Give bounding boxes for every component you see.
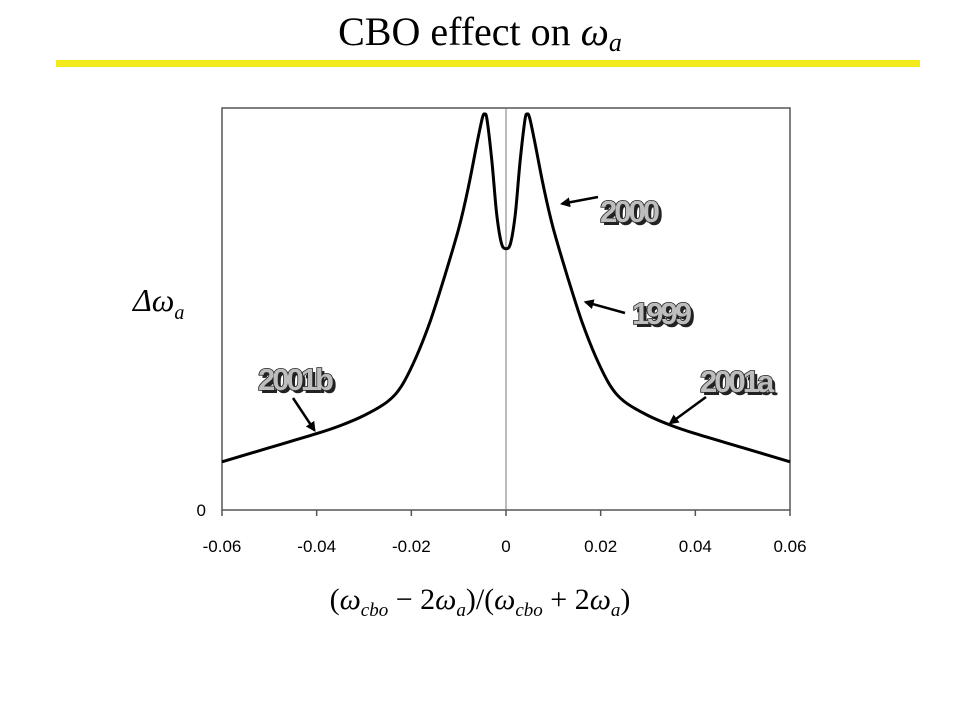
y-tick-group: 0 bbox=[197, 501, 206, 520]
x-label-part: ) bbox=[620, 583, 631, 616]
x-tick-label: -0.02 bbox=[392, 537, 431, 556]
x-label-part: cbo bbox=[360, 600, 389, 621]
annotation-label-shadow: 1999 bbox=[635, 299, 695, 334]
annotation-arrow bbox=[668, 395, 707, 425]
x-tick-label: 0.06 bbox=[773, 537, 806, 556]
annotation-arrow bbox=[583, 299, 626, 315]
annotation-label: 2000 bbox=[600, 194, 659, 229]
x-tick-label: 0 bbox=[501, 537, 510, 556]
x-label-part: )/( bbox=[465, 583, 495, 616]
title-text: CBO effect on bbox=[338, 9, 571, 54]
x-tick-label: 0.04 bbox=[679, 537, 712, 556]
title-omega: ω bbox=[580, 9, 609, 54]
y-tick-label: 0 bbox=[197, 501, 206, 520]
series-line bbox=[221, 112, 791, 464]
x-tick-label: -0.04 bbox=[297, 537, 336, 556]
x-label-part: a bbox=[610, 600, 621, 621]
x-label-part: ω bbox=[589, 583, 611, 616]
x-label-part: − 2 bbox=[388, 583, 436, 616]
annotation-label-shadow: 2001b bbox=[261, 365, 336, 400]
annotation-label-shadow: 2001a bbox=[703, 367, 778, 402]
x-axis-label: (ωcbo − 2ωa)/(ωcbo + 2ωa) bbox=[0, 583, 960, 622]
annotation-label: 2001b bbox=[258, 362, 333, 397]
x-label-part: cbo bbox=[515, 600, 543, 621]
x-label-part: ω bbox=[339, 583, 361, 616]
x-tick-group: -0.06 -0.04 -0.02 0 0.02 0.04 0.06 bbox=[203, 510, 807, 556]
annotation-label: 2001a bbox=[700, 364, 775, 399]
x-label-part: + 2 bbox=[542, 583, 590, 616]
y-axis-label: Δωa bbox=[133, 282, 184, 325]
x-label-part: ω bbox=[435, 583, 457, 616]
y-axis-label-symbol: Δω bbox=[133, 282, 175, 318]
annotation-label-shadow: 2000 bbox=[603, 197, 662, 232]
x-tick-label: -0.06 bbox=[203, 537, 242, 556]
x-label-part: ( bbox=[329, 583, 340, 616]
annotation-label: 1999 bbox=[632, 296, 692, 331]
title-subscript: a bbox=[608, 28, 622, 57]
y-axis-label-subscript: a bbox=[174, 302, 185, 324]
slide-title: CBO effect on ωa bbox=[0, 8, 960, 67]
x-label-part: ω bbox=[494, 583, 516, 616]
annotation-arrow bbox=[291, 397, 316, 432]
title-underline-bar bbox=[56, 60, 920, 67]
x-tick-label: 0.02 bbox=[584, 537, 617, 556]
x-label-part: a bbox=[456, 600, 466, 621]
annotation-arrow bbox=[560, 195, 599, 208]
